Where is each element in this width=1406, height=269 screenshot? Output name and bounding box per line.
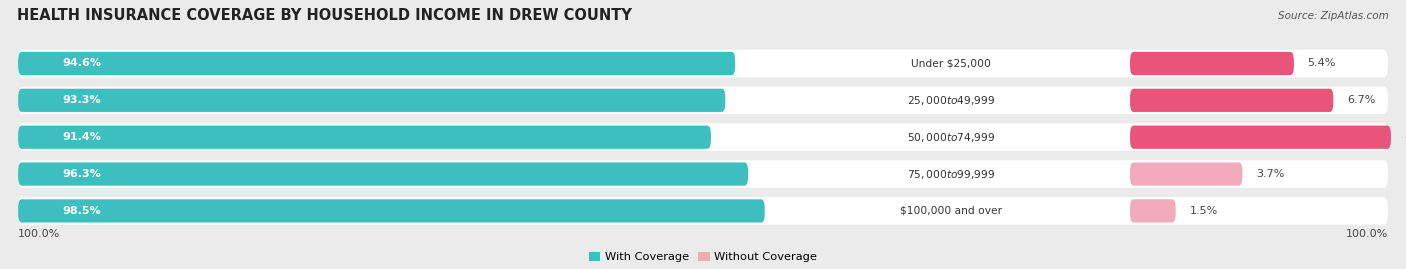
FancyBboxPatch shape: [18, 160, 1388, 188]
Text: 91.4%: 91.4%: [62, 132, 101, 142]
FancyBboxPatch shape: [18, 89, 725, 112]
Legend: With Coverage, Without Coverage: With Coverage, Without Coverage: [585, 247, 821, 267]
Text: 6.7%: 6.7%: [1347, 95, 1375, 105]
Text: 94.6%: 94.6%: [62, 58, 101, 69]
Text: Under $25,000: Under $25,000: [911, 58, 991, 69]
FancyBboxPatch shape: [18, 162, 748, 186]
Text: HEALTH INSURANCE COVERAGE BY HOUSEHOLD INCOME IN DREW COUNTY: HEALTH INSURANCE COVERAGE BY HOUSEHOLD I…: [17, 8, 631, 23]
Text: 96.3%: 96.3%: [62, 169, 101, 179]
Text: 3.7%: 3.7%: [1256, 169, 1285, 179]
Text: $100,000 and over: $100,000 and over: [900, 206, 1002, 216]
Text: $50,000 to $74,999: $50,000 to $74,999: [907, 131, 995, 144]
FancyBboxPatch shape: [1130, 126, 1391, 149]
FancyBboxPatch shape: [1130, 199, 1175, 222]
FancyBboxPatch shape: [1130, 89, 1333, 112]
FancyBboxPatch shape: [18, 50, 1388, 77]
Text: 93.3%: 93.3%: [62, 95, 101, 105]
Text: $25,000 to $49,999: $25,000 to $49,999: [907, 94, 995, 107]
FancyBboxPatch shape: [18, 199, 765, 222]
Text: 5.4%: 5.4%: [1308, 58, 1336, 69]
Text: 100.0%: 100.0%: [18, 229, 60, 239]
FancyBboxPatch shape: [18, 123, 1388, 151]
FancyBboxPatch shape: [1130, 162, 1243, 186]
Text: Source: ZipAtlas.com: Source: ZipAtlas.com: [1278, 11, 1389, 21]
Text: 98.5%: 98.5%: [62, 206, 101, 216]
FancyBboxPatch shape: [18, 52, 735, 75]
Text: 100.0%: 100.0%: [1346, 229, 1388, 239]
FancyBboxPatch shape: [18, 87, 1388, 114]
FancyBboxPatch shape: [18, 197, 1388, 225]
Text: $75,000 to $99,999: $75,000 to $99,999: [907, 168, 995, 180]
FancyBboxPatch shape: [18, 126, 711, 149]
Text: 1.5%: 1.5%: [1189, 206, 1218, 216]
FancyBboxPatch shape: [1130, 52, 1294, 75]
